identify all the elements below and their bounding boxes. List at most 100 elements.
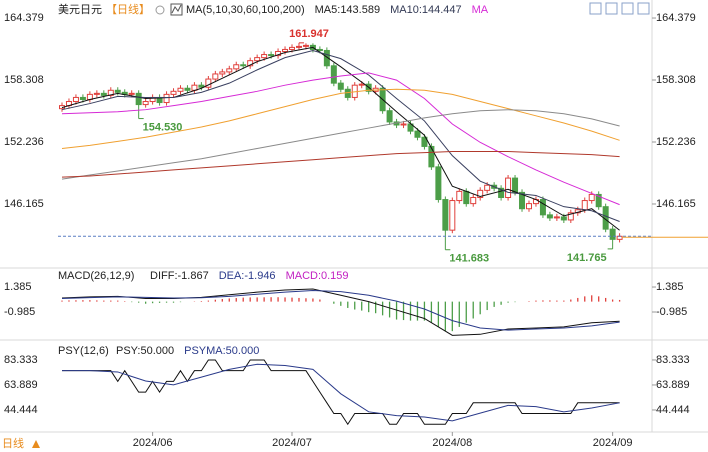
candle-body (282, 48, 289, 52)
candle-body (254, 57, 261, 62)
candle-body (114, 89, 121, 93)
candle-body (546, 214, 553, 219)
psy-line (62, 359, 620, 426)
macd-line (61, 290, 620, 331)
candle-body (470, 196, 477, 205)
toolbar (589, 2, 650, 15)
tool-icon[interactable] (589, 2, 602, 15)
y-tick-label: 83.333 (656, 354, 690, 366)
y-tick-label: 164.379 (656, 12, 696, 24)
candle-body (170, 90, 177, 95)
candle-body (212, 73, 219, 80)
y-tick-label: 152.236 (656, 136, 696, 148)
candle-body (323, 49, 330, 67)
x-tick-label: 2024/07 (272, 437, 312, 449)
candle-body (428, 145, 435, 168)
candle-body (421, 136, 428, 147)
y-tick-label: 63.889 (656, 379, 690, 391)
annotation: 154.530 (143, 121, 183, 133)
candle-body (330, 65, 337, 84)
y-tick-label: 83.333 (4, 354, 38, 366)
candle-body (268, 54, 275, 57)
candle-body (226, 68, 233, 73)
legend-entry: DIFF:-1.867 (150, 270, 209, 282)
candle-body (505, 177, 512, 198)
legend-entry: PSY:50.000 (116, 345, 174, 357)
candle-body (142, 101, 149, 106)
ma-icon[interactable] (170, 3, 183, 16)
psy-title: PSY(12,6) (58, 345, 109, 357)
candle-body (463, 190, 470, 205)
candle-body (289, 46, 296, 50)
candle-body (609, 228, 616, 240)
period-label[interactable]: 日线 (2, 436, 24, 450)
candle-body (560, 216, 567, 221)
annotation: 161.947 (289, 28, 329, 40)
candle-body (316, 48, 323, 51)
candle-body (414, 130, 421, 138)
settings-icon[interactable] (155, 5, 165, 15)
candle-body (219, 71, 226, 75)
x-tick-label: 2024/08 (432, 437, 472, 449)
candle-body (588, 193, 595, 202)
candle-body (512, 177, 519, 193)
legend-entry: MACD:0.159 (286, 270, 349, 282)
y-tick-label: -0.985 (656, 306, 687, 318)
candle-body (337, 82, 344, 90)
legend-entry: MA10:144.447 (390, 4, 462, 16)
candle-body (261, 54, 268, 59)
candle-body (553, 216, 560, 219)
candle-body (400, 123, 407, 126)
candle-body (79, 96, 86, 100)
candle-body (442, 199, 449, 231)
y-tick-label: 146.165 (4, 198, 44, 210)
legend-entry: MA (472, 4, 489, 16)
period[interactable]: 【日线】 (106, 2, 150, 16)
period-toggle[interactable] (32, 440, 40, 448)
tool-icon[interactable] (605, 2, 618, 15)
ma-line (61, 88, 620, 149)
legend-entry: DEA:-1.946 (219, 270, 276, 282)
candle-body (295, 45, 302, 48)
candle-body (72, 96, 79, 103)
legend-entry: MA(5,10,30,60,100,200) (186, 4, 305, 16)
candle-body (358, 83, 365, 86)
legend-entry: MA5:143.589 (315, 4, 380, 16)
ma-line (61, 49, 620, 222)
y-tick-label: 63.889 (4, 379, 38, 391)
candle-body (484, 184, 491, 191)
ma-line (61, 109, 620, 180)
candle-body (107, 89, 114, 96)
ma-icon-glyph (171, 4, 182, 14)
candle-body (344, 88, 351, 98)
candle-body (595, 193, 602, 208)
candle-body (386, 110, 393, 123)
psyma-line (62, 363, 620, 422)
candle-body (477, 189, 484, 198)
macd-line (61, 288, 620, 336)
annotation: 141.765 (567, 252, 607, 264)
y-tick-label: 44.444 (656, 404, 690, 416)
y-tick-label: 1.385 (4, 281, 32, 293)
tool-icon[interactable] (621, 2, 634, 15)
tool-icon[interactable] (637, 2, 650, 15)
x-tick-label: 2024/06 (133, 437, 173, 449)
annotation: 141.683 (449, 253, 489, 265)
candle-body (240, 64, 247, 67)
x-tick-label: 2024/09 (593, 437, 633, 449)
ma-line (61, 72, 620, 206)
y-tick-label: -0.985 (4, 306, 35, 318)
ma-line (61, 151, 620, 178)
candle-body (539, 199, 546, 216)
candle-body (177, 87, 184, 92)
candle-body (519, 191, 526, 210)
y-tick-label: 1.385 (656, 281, 684, 293)
candle-body (302, 44, 309, 47)
candle-body (128, 92, 135, 95)
candle-body (184, 87, 191, 91)
y-tick-label: 146.165 (656, 198, 696, 210)
candle-body (498, 187, 505, 198)
